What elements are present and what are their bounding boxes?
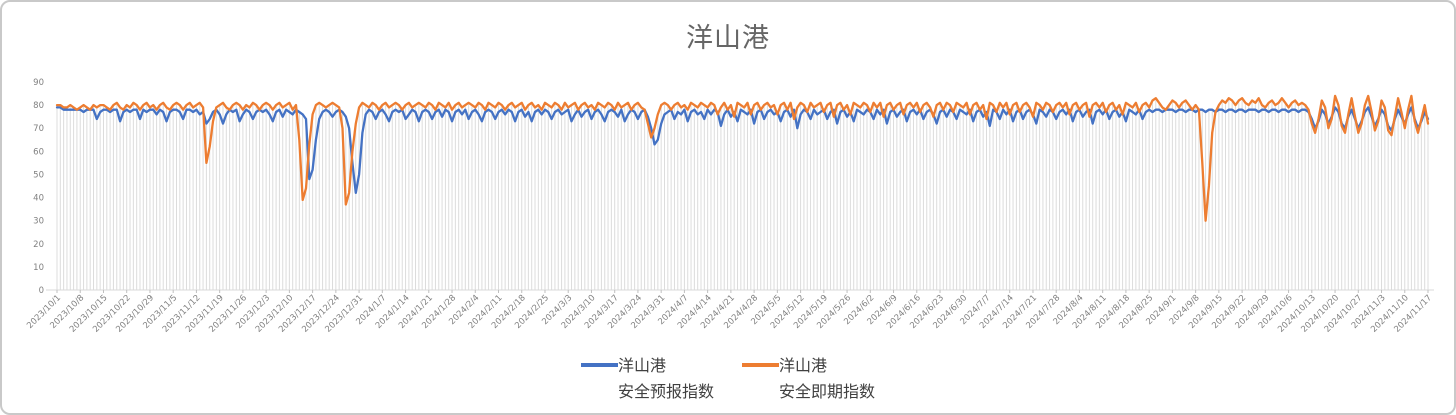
spot-index-series-line [55, 94, 1430, 222]
legend-label-line2: 安全预报指数 [617, 382, 714, 401]
svg-text:40: 40 [33, 194, 44, 204]
legend-label-spot-index: 洋山港 安全即期指数 [779, 353, 875, 405]
svg-text:10: 10 [33, 263, 44, 273]
legend-label-forecast-index: 洋山港 安全预报指数 [618, 353, 714, 405]
svg-text:0: 0 [39, 286, 44, 296]
svg-text:80: 80 [33, 101, 44, 111]
svg-text:70: 70 [33, 124, 44, 134]
svg-text:90: 90 [33, 78, 44, 88]
x-axis-labels: 2023/10/12023/10/82023/10/152023/10/2220… [25, 293, 1434, 335]
legend-item-forecast-index: 洋山港 安全预报指数 [580, 353, 714, 405]
svg-text:20: 20 [33, 240, 44, 250]
y-axis-labels: 0 10 20 30 40 50 60 70 80 90 [33, 78, 44, 296]
svg-text:60: 60 [33, 147, 44, 157]
legend-label-line2: 安全即期指数 [779, 382, 876, 401]
legend-label-line1: 洋山港 [779, 356, 828, 375]
chart-legend: 洋山港 安全预报指数 洋山港 安全即期指数 [2, 353, 1454, 405]
legend-item-spot-index: 洋山港 安全即期指数 [742, 353, 875, 405]
chart-title: 洋山港 [686, 23, 770, 54]
x-axis-ticks [56, 290, 1429, 293]
svg-text:50: 50 [33, 170, 44, 180]
forecast-series-line-marker [580, 363, 618, 367]
legend-label-line1: 洋山港 [617, 356, 666, 375]
spot-series-line-marker [742, 363, 779, 367]
drop-lines [56, 96, 1429, 290]
svg-text:30: 30 [33, 217, 44, 227]
